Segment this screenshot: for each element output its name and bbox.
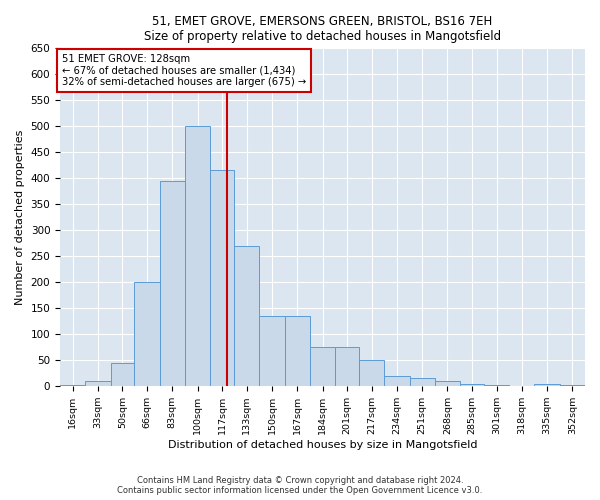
- X-axis label: Distribution of detached houses by size in Mangotsfield: Distribution of detached houses by size …: [168, 440, 477, 450]
- Bar: [134, 282, 160, 386]
- Title: 51, EMET GROVE, EMERSONS GREEN, BRISTOL, BS16 7EH
Size of property relative to d: 51, EMET GROVE, EMERSONS GREEN, BRISTOL,…: [144, 15, 501, 43]
- Bar: [435, 381, 460, 386]
- Bar: [560, 385, 585, 386]
- Bar: [160, 181, 185, 386]
- Bar: [60, 385, 85, 386]
- Bar: [410, 378, 435, 386]
- Bar: [310, 347, 335, 386]
- Text: 51 EMET GROVE: 128sqm
← 67% of detached houses are smaller (1,434)
32% of semi-d: 51 EMET GROVE: 128sqm ← 67% of detached …: [62, 54, 306, 86]
- Bar: [335, 347, 359, 386]
- Bar: [484, 385, 509, 386]
- Text: Contains HM Land Registry data © Crown copyright and database right 2024.
Contai: Contains HM Land Registry data © Crown c…: [118, 476, 482, 495]
- Y-axis label: Number of detached properties: Number of detached properties: [15, 130, 25, 305]
- Bar: [110, 363, 134, 386]
- Bar: [85, 381, 110, 386]
- Bar: [284, 316, 310, 386]
- Bar: [359, 360, 384, 386]
- Bar: [210, 170, 234, 386]
- Bar: [384, 376, 410, 386]
- Bar: [460, 384, 484, 386]
- Bar: [234, 246, 259, 386]
- Bar: [535, 384, 560, 386]
- Bar: [259, 316, 284, 386]
- Bar: [185, 126, 210, 386]
